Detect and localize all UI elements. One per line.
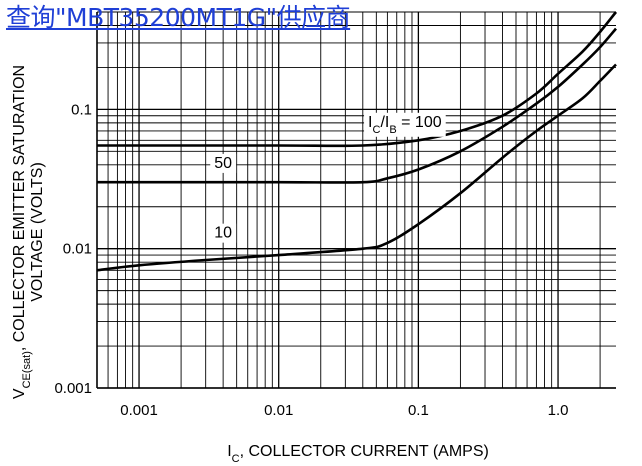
y-tick-label: 0.001 [54, 380, 92, 397]
y-axis-label-line1: VCE(sat), COLLECTOR EMITTER SATURATION [11, 65, 33, 399]
series-line-2 [96, 63, 617, 272]
grid [96, 11, 616, 389]
series-label-bg-2 [210, 223, 237, 243]
curves [96, 11, 618, 272]
curve-labels: IC/IB = 100 50 10 [210, 112, 446, 243]
series-label-1: 50 [214, 155, 232, 172]
x-axis-label: IC, COLLECTOR CURRENT (AMPS) [227, 443, 489, 465]
series-label-bg-1 [210, 153, 237, 173]
y-tick-label: 0.01 [63, 241, 92, 258]
x-tick-labels: 0.001 0.01 0.1 1.0 [120, 402, 568, 419]
x-tick-label: 1.0 [548, 402, 569, 419]
y-tick-labels: 0.1 0.01 0.001 [54, 101, 92, 397]
y-axis-label-line2: VOLTAGE (VOLTS) [29, 162, 46, 302]
y-axis-label-group: VCE(sat), COLLECTOR EMITTER SATURATION V… [11, 65, 46, 399]
x-tick-label: 0.001 [120, 402, 158, 419]
series-line-0 [96, 11, 618, 148]
supplier-search-link[interactable]: 查询"MBT35200MT1G"供应商 [6, 3, 351, 32]
x-tick-label: 0.1 [408, 402, 429, 419]
series-label-bg-0 [364, 112, 446, 137]
x-tick-label: 0.01 [264, 402, 293, 419]
series-label-2: 10 [214, 225, 232, 242]
series-label-0: IC/IB = 100 [368, 114, 442, 136]
series-line-1 [96, 27, 617, 184]
y-tick-label: 0.1 [71, 101, 92, 118]
